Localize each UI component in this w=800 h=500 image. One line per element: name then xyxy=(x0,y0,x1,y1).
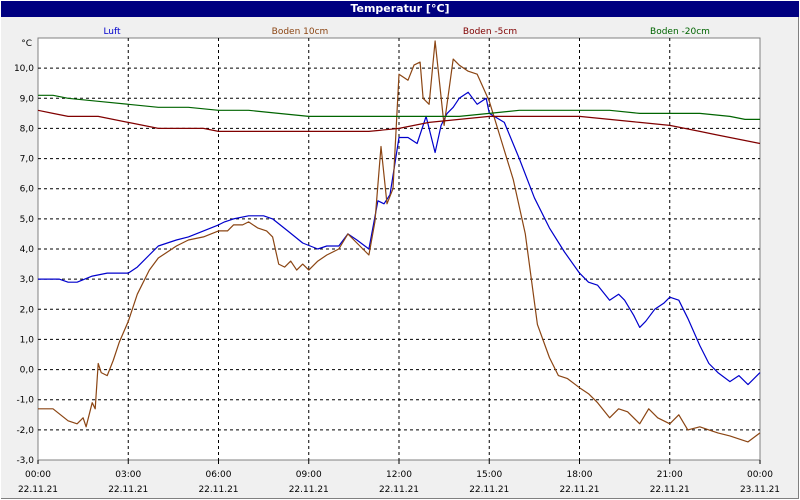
y-tick-label: 0,0 xyxy=(20,366,35,376)
y-tick-label: 9,0 xyxy=(20,94,35,104)
x-tick-time-label: 00:00 xyxy=(747,470,773,480)
y-axis-unit-label: °C xyxy=(21,39,32,49)
x-tick-time-label: 09:00 xyxy=(296,470,322,480)
legend-item-boden-10cm: Boden 10cm xyxy=(272,27,329,37)
series-line-boden-10cm xyxy=(38,40,761,443)
x-tick-time-label: 15:00 xyxy=(476,470,502,480)
x-tick-date-label: 22.11.21 xyxy=(18,485,58,495)
y-tick-label: 7,0 xyxy=(20,155,35,165)
x-tick-date-label: 22.11.21 xyxy=(559,485,599,495)
y-axis-ticks: -3,0 -2,0 -1,0 0,0 1,0 2,0 3,0 4,0 5,0 6,0 7,0 8,0 9… xyxy=(14,64,34,466)
x-tick-time-label: 00:00 xyxy=(25,470,51,480)
grid-lines xyxy=(38,38,760,460)
x-tick-date-label: 23.11.21 xyxy=(740,485,780,495)
x-tick-time-label: 03:00 xyxy=(115,470,141,480)
series-line-luft xyxy=(38,91,761,386)
x-tick-date-label: 22.11.21 xyxy=(108,485,148,495)
chart-title: Temperatur [°C] xyxy=(350,2,450,15)
y-tick-label: 10,0 xyxy=(14,64,34,74)
series-line-boden-5cm xyxy=(37,109,761,145)
legend: Luft Boden 10cm Boden -5cm Boden -20cm xyxy=(103,27,710,37)
legend-item-luft: Luft xyxy=(103,27,121,37)
y-tick-label: 8,0 xyxy=(20,124,35,134)
legend-item-boden-20cm: Boden -20cm xyxy=(650,27,710,37)
x-axis-ticks: 00:00 22.11.21 03:00 22.11.21 06:00 22.11.21 0… xyxy=(18,460,780,495)
y-tick-label: -1,0 xyxy=(16,396,34,406)
y-tick-label: 4,0 xyxy=(20,245,35,255)
y-tick-label: 6,0 xyxy=(20,185,35,195)
series-lines xyxy=(37,40,761,443)
x-tick-date-label: 22.11.21 xyxy=(379,485,419,495)
x-tick-time-label: 21:00 xyxy=(657,470,683,480)
y-tick-label: -3,0 xyxy=(16,456,34,466)
x-tick-date-label: 22.11.21 xyxy=(469,485,509,495)
x-tick-time-label: 06:00 xyxy=(206,470,232,480)
x-tick-date-label: 22.11.21 xyxy=(650,485,690,495)
legend-item-boden-5cm: Boden -5cm xyxy=(463,27,517,37)
x-tick-date-label: 22.11.21 xyxy=(198,485,238,495)
x-tick-time-label: 18:00 xyxy=(567,470,593,480)
x-tick-time-label: 12:00 xyxy=(386,470,412,480)
title-bar: Temperatur [°C] xyxy=(1,1,799,17)
series-line-boden-20cm xyxy=(38,94,760,121)
x-tick-date-label: 22.11.21 xyxy=(289,485,329,495)
y-tick-label: -2,0 xyxy=(16,426,34,436)
y-tick-label: 1,0 xyxy=(20,335,35,345)
y-tick-label: 5,0 xyxy=(20,215,35,225)
y-tick-label: 2,0 xyxy=(20,305,35,315)
y-tick-label: 3,0 xyxy=(20,275,35,285)
